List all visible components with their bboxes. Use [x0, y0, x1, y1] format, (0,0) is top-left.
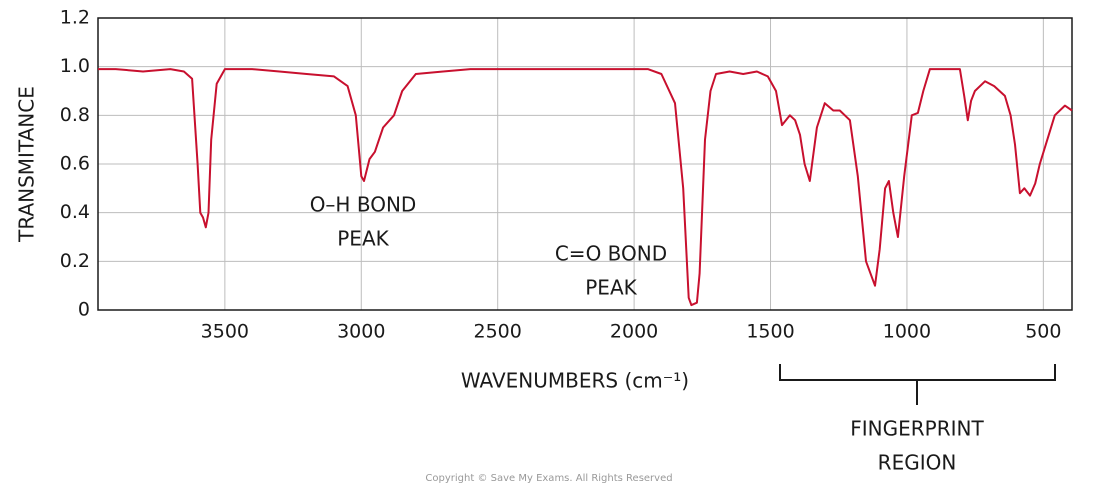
x-tick-label: 2500: [474, 321, 522, 343]
x-axis-label: WAVENUMBERS (cm⁻¹): [461, 369, 689, 393]
x-tick-label: 1500: [746, 321, 794, 343]
annotation: PEAK: [585, 276, 637, 300]
y-axis-label: TRANSMITANCE: [15, 86, 39, 243]
copyright: Copyright © Save My Exams. All Rights Re…: [425, 473, 672, 484]
x-tick-label: 3000: [337, 321, 385, 343]
region-bracket: [779, 364, 1056, 405]
annotation: REGION: [878, 451, 957, 475]
x-tick-label: 1000: [883, 321, 931, 343]
y-tick-label: 0.2: [60, 250, 90, 272]
y-tick-label: 0.6: [60, 153, 90, 175]
y-tick-label: 0: [78, 299, 90, 321]
y-tick-label: 1.0: [60, 55, 90, 77]
plot-frame: [97, 17, 1073, 311]
y-tick-label: 0.4: [60, 201, 90, 223]
y-tick-label: 0.8: [60, 104, 90, 126]
y-tick-label: 1.2: [60, 7, 90, 29]
annotation: FINGERPRINT: [850, 417, 984, 441]
x-tick-label: 2000: [610, 321, 658, 343]
spectrum-line: [98, 68, 1073, 307]
annotation: PEAK: [337, 227, 389, 251]
x-tick-label: 500: [1025, 321, 1061, 343]
annotation: C=O BOND: [555, 242, 667, 266]
x-tick-label: 3500: [201, 321, 249, 343]
annotation: O–H BOND: [310, 193, 417, 217]
